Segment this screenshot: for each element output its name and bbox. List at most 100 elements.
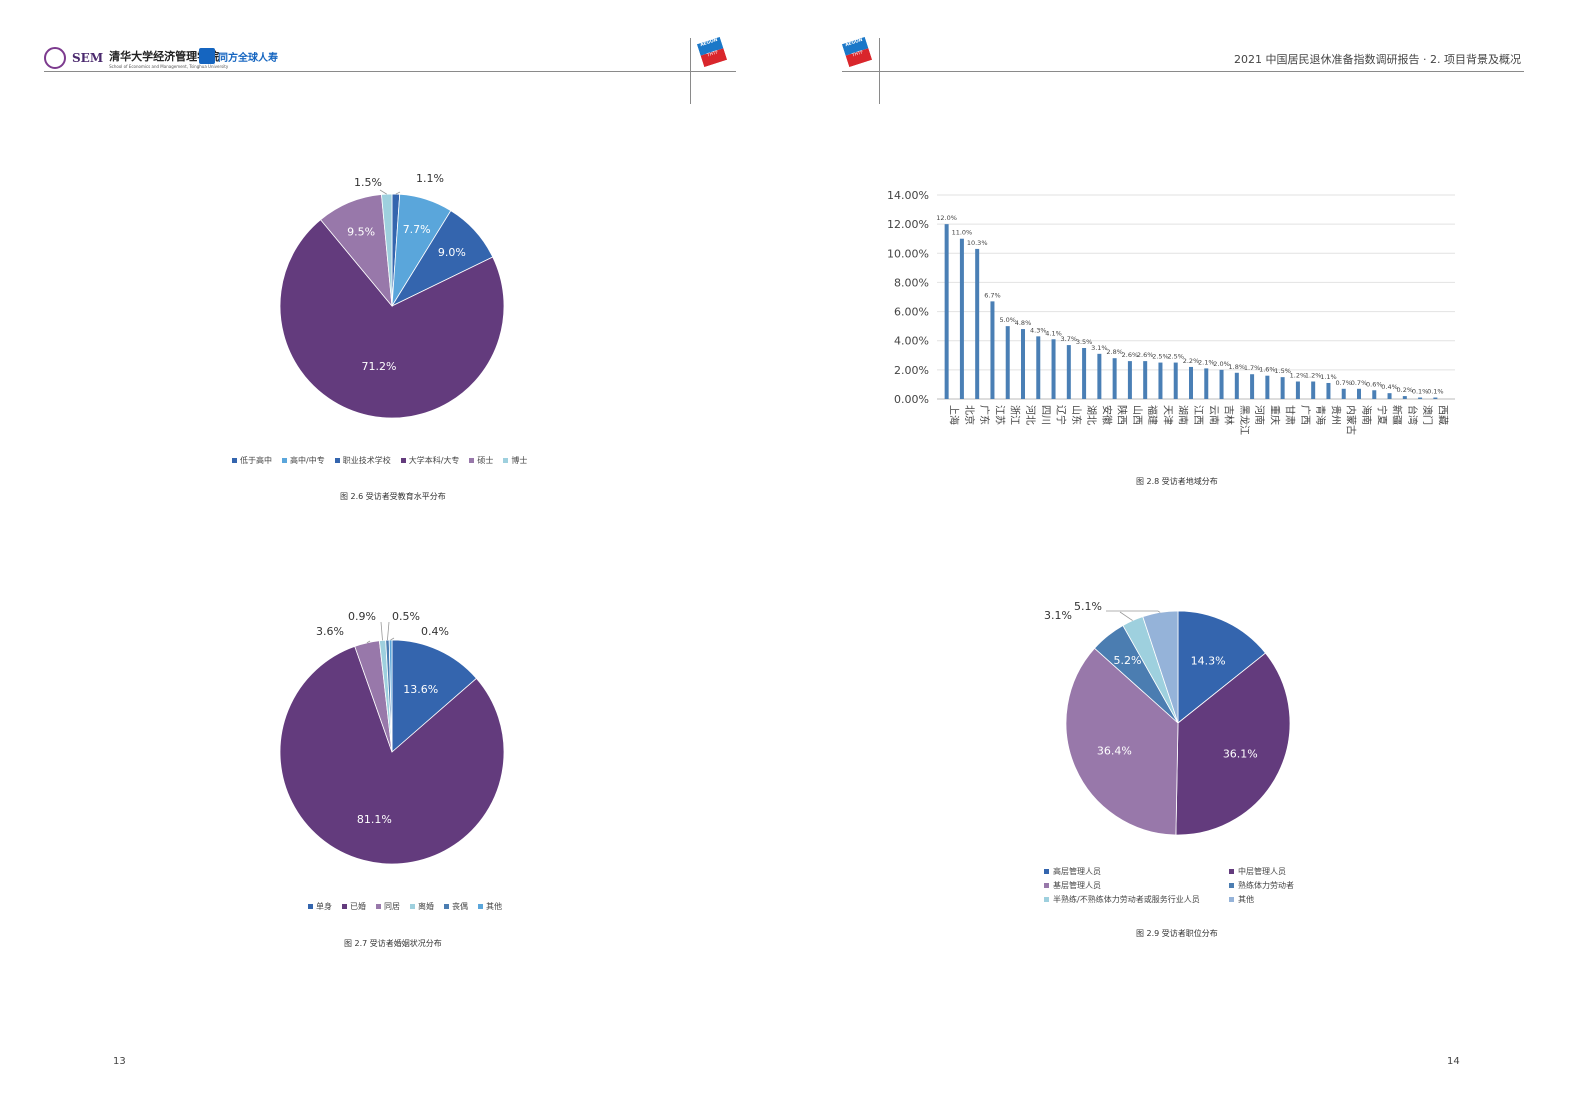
y-tick-label: 4.00%	[894, 335, 929, 348]
legend-label: 硕士	[477, 456, 494, 465]
marital-legend: 单身 已婚 同居 离婚 丧偶 其他	[308, 901, 512, 912]
legend-label: 博士	[511, 456, 528, 465]
bar-data-label-4: 6.7%	[984, 291, 1001, 299]
y-tick-label: 0.00%	[894, 393, 929, 406]
legend-label: 熟练体力劳动者	[1238, 881, 1294, 890]
pie-data-label-5: 0.5%	[392, 610, 420, 623]
legend-item-6: 其他	[1229, 894, 1414, 905]
bar-data-label-25: 1.2%	[1305, 372, 1322, 380]
page-number-left: 13	[113, 1056, 126, 1067]
bar-33	[1433, 397, 1438, 399]
bar-28	[1357, 388, 1361, 399]
bar-12	[1112, 358, 1117, 399]
bar-1	[944, 224, 949, 399]
pie-data-label-3: 36.4%	[1097, 745, 1132, 758]
pie-slice-1	[391, 639, 477, 753]
bar-2	[959, 238, 964, 399]
x-tick-label-7: 四川	[1039, 405, 1050, 425]
bar-data-label-14: 2.6%	[1137, 351, 1154, 359]
bar-data-label-19: 2.0%	[1213, 360, 1230, 368]
pie-data-label-1: 14.3%	[1191, 654, 1226, 667]
pie-leader-line-1	[395, 191, 401, 195]
page-number-right: 14	[1447, 1056, 1460, 1067]
legend-item-2: 高中/中专	[282, 455, 325, 466]
y-tick-label: 14.00%	[887, 189, 929, 202]
legend-item-3: 同居	[376, 901, 400, 912]
bar-14	[1143, 361, 1148, 399]
bar-9	[1066, 345, 1071, 399]
legend-item-3: 职业技术学校	[334, 455, 391, 466]
legend-label: 职业技术学校	[342, 456, 391, 465]
bar-data-label-30: 0.4%	[1381, 383, 1398, 391]
legend-item-2: 已婚	[342, 901, 366, 912]
bar-8	[1051, 339, 1056, 399]
report-title: 2021 中国居民退休准备指数调研报告 · 2. 项目背景及概况	[1234, 53, 1521, 66]
partner-logo-text: 同方全球人寿	[218, 52, 278, 64]
y-tick-label: 10.00%	[887, 247, 929, 260]
partner-mark-icon	[199, 48, 215, 64]
x-tick-label-17: 江西	[1192, 405, 1204, 425]
fig26-caption: 图 2.6 受访者受教育水平分布	[340, 492, 446, 501]
x-tick-label-21: 河南	[1253, 405, 1266, 425]
legend-swatch	[232, 458, 237, 463]
x-tick-label-28: 海南	[1360, 405, 1373, 425]
x-tick-label-15: 天津	[1161, 405, 1173, 425]
legend-item-5: 半熟练/不熟练体力劳动者或服务行业人员	[1044, 894, 1229, 905]
legend-swatch	[469, 458, 475, 463]
y-tick-label: 2.00%	[894, 364, 929, 377]
pie-data-label-2: 81.1%	[357, 813, 392, 826]
legend-label: 同居	[384, 902, 400, 911]
pie-data-label-6: 0.4%	[421, 625, 449, 638]
y-tick-label: 6.00%	[894, 306, 929, 319]
bar-data-label-21: 1.7%	[1244, 364, 1261, 372]
x-tick-label-29: 宁夏	[1375, 405, 1388, 425]
pie-leader-line-6	[390, 637, 395, 641]
bar-17	[1189, 366, 1193, 399]
right-corner-rule	[879, 38, 880, 104]
legend-label: 基层管理人员	[1053, 881, 1101, 890]
legend-swatch	[1044, 869, 1049, 874]
x-tick-label-8: 辽宁	[1055, 405, 1068, 425]
legend-item-4: 熟练体力劳动者	[1229, 880, 1414, 891]
bar-data-label-9: 3.7%	[1061, 335, 1078, 343]
bar-data-label-6: 4.8%	[1015, 319, 1032, 327]
x-tick-label-14: 福建	[1146, 405, 1159, 425]
pie-leader-line-5	[387, 621, 390, 641]
bar-data-label-20: 1.8%	[1229, 363, 1246, 371]
bar-data-label-32: 0.1%	[1412, 388, 1429, 396]
bar-data-label-1: 12.0%	[936, 214, 957, 222]
pie-slice-6	[388, 639, 393, 753]
bar-27	[1341, 388, 1346, 399]
fig27-caption: 图 2.7 受访者婚姻状况分布	[344, 939, 442, 948]
legend-label: 高层管理人员	[1053, 867, 1101, 876]
aegon-logo-left: AEGON THTF	[696, 36, 728, 68]
legend-label: 其他	[486, 902, 502, 911]
legend-item-3: 基层管理人员	[1044, 880, 1229, 891]
sem-logo-sub: School of Economics and Management, Tsin…	[109, 63, 229, 69]
left-header-rule	[44, 71, 736, 72]
bar-data-label-17: 2.2%	[1183, 357, 1200, 365]
bar-23	[1280, 377, 1285, 399]
legend-swatch	[1044, 897, 1049, 902]
pie-slice-6	[1142, 610, 1179, 724]
bar-data-label-31: 0.2%	[1397, 386, 1414, 394]
region-bar-chart: 0.00% 2.00% 4.00% 6.00% 8.00% 10.00% 12.00% 14.…	[887, 189, 1455, 435]
legend-swatch	[1229, 897, 1234, 902]
position-pie-chart: 14.3% 36.1% 36.4% 5.2% 3.1%5.1%	[1044, 600, 1291, 836]
pie-data-label-6: 1.5%	[354, 176, 382, 189]
pie-leader-line-6	[1106, 610, 1161, 613]
bar-26	[1326, 382, 1331, 399]
legend-swatch	[503, 458, 509, 463]
x-tick-label-18: 云南	[1207, 405, 1220, 425]
bar-10	[1082, 348, 1087, 399]
pie-data-label-3: 3.6%	[316, 625, 344, 638]
education-pie-chart: 1.1% 7.7% 9.0% 71.2% 9.5% 1.5%	[279, 172, 505, 419]
bar-13	[1127, 361, 1132, 399]
pie-data-label-2: 36.1%	[1223, 748, 1258, 761]
pie-leader-line-4	[380, 621, 383, 641]
bar-data-label-22: 1.6%	[1259, 366, 1276, 374]
legend-swatch	[1044, 883, 1049, 888]
pie-leader-line-3	[366, 640, 371, 644]
pie-leader-line-5	[1119, 611, 1133, 621]
bar-data-label-24: 1.2%	[1290, 372, 1307, 380]
